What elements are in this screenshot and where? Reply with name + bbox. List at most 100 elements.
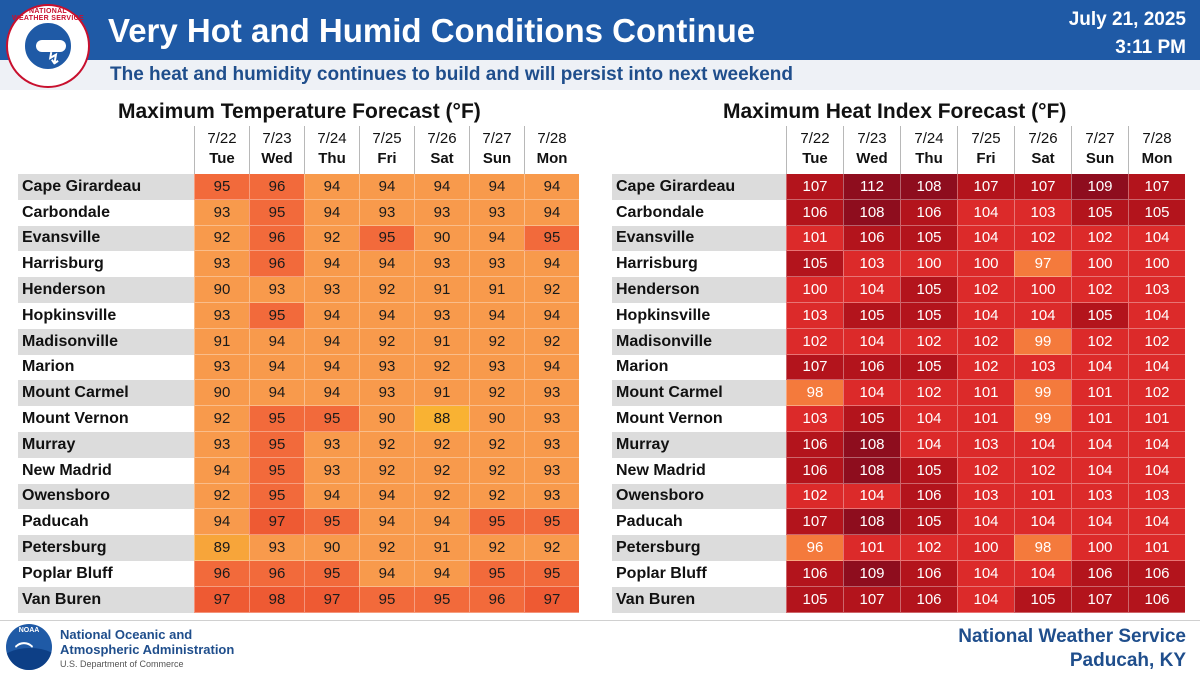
forecast-cell: 95 — [249, 457, 304, 484]
forecast-cell: 107 — [786, 509, 843, 536]
forecast-cell: 107 — [1071, 586, 1128, 613]
forecast-cell: 94 — [359, 560, 414, 587]
forecast-cell: 93 — [524, 483, 579, 510]
forecast-cell: 91 — [414, 328, 469, 355]
column-header: 7/24 Thu — [304, 126, 359, 174]
forecast-cell: 102 — [900, 380, 957, 407]
forecast-cell: 105 — [786, 251, 843, 278]
forecast-cell: 93 — [194, 302, 249, 329]
forecast-cell: 93 — [469, 199, 524, 226]
temp-forecast-table: 7/22 Tue 7/23 Wed 7/24 Thu 7/25 Fri 7/26 Sat 7/27 S… — [18, 126, 589, 613]
column-day: Mon — [536, 150, 568, 167]
forecast-cell: 93 — [359, 199, 414, 226]
forecast-cell: 104 — [1128, 302, 1185, 329]
forecast-cell: 100 — [900, 251, 957, 278]
column-day: Sun — [482, 150, 512, 167]
forecast-cell: 105 — [786, 586, 843, 613]
column-day: Fri — [377, 150, 397, 167]
forecast-cell: 93 — [194, 354, 249, 381]
forecast-cell: 94 — [359, 483, 414, 510]
forecast-cell: 92 — [359, 457, 414, 484]
column-day: Wed — [261, 150, 293, 167]
forecast-cell: 107 — [957, 174, 1014, 200]
row-city-name: Carbondale — [22, 203, 111, 221]
forecast-cell: 107 — [1128, 174, 1185, 200]
forecast-cell: 106 — [1128, 560, 1185, 587]
noaa-logo: NOAA ⌒ — [6, 624, 52, 670]
column-header: 7/26 Sat — [1014, 126, 1071, 174]
forecast-cell: 94 — [304, 251, 359, 278]
forecast-cell: 92 — [414, 431, 469, 458]
forecast-cell: 97 — [249, 509, 304, 536]
forecast-cell: 93 — [414, 302, 469, 329]
forecast-cell: 97 — [304, 586, 359, 613]
forecast-cell: 104 — [957, 509, 1014, 536]
forecast-cell: 95 — [194, 174, 249, 200]
forecast-cell: 108 — [843, 457, 900, 484]
noaa-dept: U.S. Department of Commerce — [60, 659, 184, 669]
forecast-cell: 94 — [469, 174, 524, 200]
forecast-cell: 95 — [469, 509, 524, 536]
forecast-cell: 93 — [524, 457, 579, 484]
forecast-cell: 96 — [249, 174, 304, 200]
forecast-cell: 101 — [1071, 380, 1128, 407]
footer-bar — [0, 620, 1200, 675]
forecast-cell: 90 — [469, 406, 524, 432]
forecast-cell: 101 — [1014, 483, 1071, 510]
row-city-name: Harrisburg — [22, 255, 104, 273]
forecast-cell: 104 — [843, 380, 900, 407]
column-header: 7/26 Sat — [414, 126, 469, 174]
row-city-name: Owensboro — [612, 483, 786, 510]
column-header: 7/25 Fri — [957, 126, 1014, 174]
forecast-cell: 99 — [1014, 328, 1071, 355]
forecast-cell: 92 — [469, 483, 524, 510]
column-day: Sun — [1085, 150, 1115, 167]
forecast-cell: 94 — [469, 302, 524, 329]
forecast-cell: 102 — [957, 457, 1014, 484]
forecast-cell: 94 — [249, 380, 304, 407]
row-city-name: Paducah — [22, 513, 89, 531]
row-city-name: Carbondale — [616, 203, 705, 221]
nws-office: National Weather Service Paducah, KY — [958, 625, 1186, 673]
row-city-name: Poplar Bluff — [616, 564, 707, 582]
forecast-cell: 103 — [843, 251, 900, 278]
forecast-cell: 102 — [786, 328, 843, 355]
forecast-cell: 105 — [1071, 199, 1128, 226]
forecast-cell: 96 — [249, 251, 304, 278]
forecast-cell: 91 — [414, 277, 469, 303]
nws-office-line-1: National Weather Service — [958, 626, 1186, 647]
forecast-cell: 96 — [469, 586, 524, 613]
forecast-cell: 105 — [900, 277, 957, 303]
forecast-cell: 105 — [900, 457, 957, 484]
forecast-cell: 102 — [900, 535, 957, 561]
forecast-cell: 95 — [524, 225, 579, 252]
forecast-cell: 92 — [469, 328, 524, 355]
column-header: 7/23 Wed — [843, 126, 900, 174]
forecast-cell: 101 — [957, 380, 1014, 407]
column-day: Tue — [802, 150, 828, 167]
column-day: Thu — [915, 150, 943, 167]
forecast-cell: 106 — [900, 483, 957, 510]
forecast-cell: 94 — [414, 560, 469, 587]
column-day: Wed — [856, 150, 888, 167]
forecast-cell: 103 — [957, 483, 1014, 510]
column-day: Fri — [976, 150, 996, 167]
forecast-cell: 95 — [249, 199, 304, 226]
forecast-cell: 93 — [414, 199, 469, 226]
column-date: 7/25 — [372, 130, 402, 147]
row-city-name: Murray — [612, 431, 786, 458]
forecast-cell: 94 — [524, 251, 579, 278]
forecast-cell: 94 — [524, 354, 579, 381]
column-date: 7/24 — [317, 130, 347, 147]
noaa-logo-label: NOAA — [18, 627, 40, 634]
forecast-cell: 102 — [1014, 457, 1071, 484]
forecast-cell: 94 — [304, 380, 359, 407]
column-header: 7/24 Thu — [900, 126, 957, 174]
forecast-cell: 93 — [524, 380, 579, 407]
row-city-name: Marion — [22, 358, 75, 376]
row-city-name: Hopkinsville — [22, 306, 117, 324]
forecast-cell: 104 — [1071, 354, 1128, 381]
column-day: Sat — [1031, 150, 1055, 167]
forecast-cell: 103 — [1128, 483, 1185, 510]
forecast-cell: 92 — [469, 431, 524, 458]
